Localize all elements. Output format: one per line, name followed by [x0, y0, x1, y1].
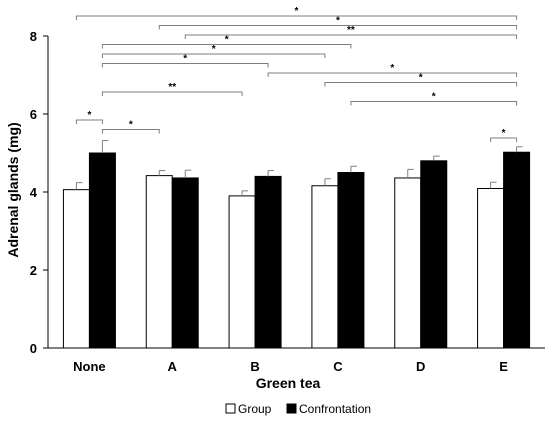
bar-confrontation-a	[171, 177, 199, 349]
significance-label: *	[419, 73, 423, 84]
legend-label-group: Group	[238, 402, 272, 416]
y-tick-label: 4	[30, 185, 38, 200]
significance-bracket	[101, 63, 269, 68]
significance-label: **	[168, 82, 176, 93]
significance-bracket	[75, 15, 518, 20]
y-tick-label: 8	[30, 29, 37, 44]
significance-label: **	[347, 25, 355, 36]
significance-label: *	[295, 6, 299, 17]
significance-bracket	[324, 82, 518, 87]
bars	[62, 140, 531, 349]
x-tick-label: None	[73, 359, 106, 374]
y-tick-label: 6	[30, 107, 37, 122]
bar-group-none	[62, 189, 90, 349]
y-axis-title: Adrenal glands (mg)	[5, 122, 21, 257]
legend: Group Confrontation	[225, 402, 371, 416]
x-axis: None A B C D E	[48, 347, 545, 374]
bar-confrontation-d	[420, 160, 448, 349]
significance-label: *	[183, 54, 187, 65]
significance-bracket	[101, 44, 352, 49]
significance-bracket	[184, 34, 518, 39]
x-tick-label: C	[333, 359, 343, 374]
significance-bracket	[101, 53, 326, 58]
significance-bracket	[490, 137, 518, 142]
y-axis: 0 2 4 6 8	[30, 29, 49, 356]
bar-confrontation-c	[337, 172, 365, 349]
bar-group-c	[311, 185, 339, 349]
significance-label: *	[212, 44, 216, 55]
x-tick-label: E	[499, 359, 508, 374]
bar-group-b	[228, 195, 256, 349]
bar-group-a	[145, 175, 173, 349]
legend-swatch-group	[225, 403, 236, 414]
x-tick-label: A	[168, 359, 178, 374]
significance-label: *	[390, 63, 394, 74]
significance-label: *	[432, 92, 436, 103]
significance-label: *	[225, 35, 229, 46]
significance-bracket	[101, 129, 160, 134]
bar-group-d	[394, 177, 422, 349]
x-tick-label: B	[250, 359, 259, 374]
significance-bracket	[158, 25, 518, 30]
legend-swatch-confrontation	[286, 403, 297, 414]
legend-label-confrontation: Confrontation	[299, 402, 371, 416]
bar-group-e	[477, 187, 505, 349]
significance-label: *	[129, 120, 133, 131]
significance-label: *	[502, 128, 506, 139]
significance-brackets: ***************	[75, 6, 518, 142]
significance-label: *	[336, 16, 340, 27]
significance-bracket	[101, 91, 243, 96]
significance-bracket	[350, 101, 518, 106]
bar-confrontation-e	[503, 151, 531, 349]
significance-label: *	[87, 110, 91, 121]
y-tick-label: 0	[30, 341, 37, 356]
x-axis-title: Green tea	[256, 375, 321, 391]
y-tick-label: 2	[30, 263, 37, 278]
significance-bracket	[75, 119, 103, 124]
bar-confrontation-b	[254, 175, 282, 349]
significance-bracket	[267, 72, 518, 77]
bar-confrontation-none	[88, 152, 116, 349]
x-tick-label: D	[416, 359, 425, 374]
